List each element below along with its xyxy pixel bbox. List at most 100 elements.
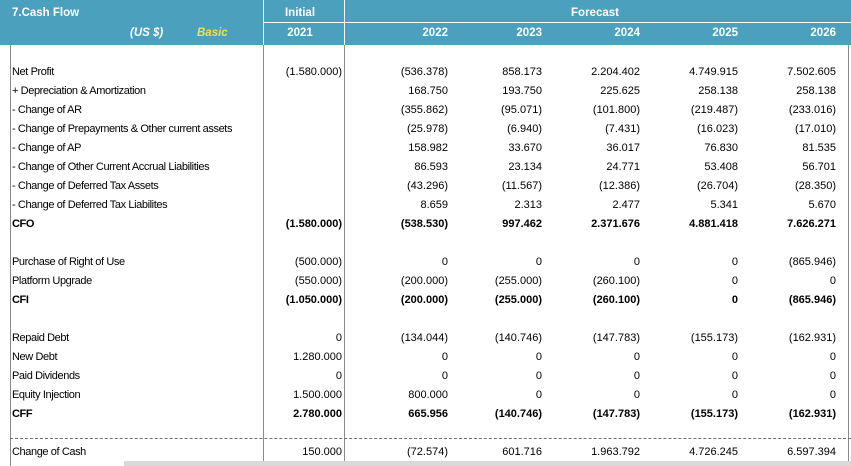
table-cell[interactable]: 0 — [731, 294, 738, 306]
table-cell[interactable]: 0 — [535, 256, 542, 268]
table-cell[interactable]: (7.431) — [605, 123, 640, 135]
table-cell[interactable]: 193.750 — [502, 85, 542, 97]
table-cell[interactable]: (25.978) — [407, 123, 448, 135]
table-cell[interactable]: 7.502.605 — [787, 66, 836, 78]
table-cell[interactable]: 665.956 — [408, 408, 448, 420]
table-cell[interactable]: 858.173 — [502, 66, 542, 78]
table-cell[interactable]: (200.000) — [400, 294, 448, 306]
table-cell[interactable]: (355.862) — [400, 104, 448, 116]
table-cell[interactable]: 0 — [731, 389, 738, 401]
table-cell[interactable]: 0 — [633, 389, 640, 401]
table-cell[interactable]: (255.000) — [494, 294, 542, 306]
table-cell[interactable]: (16.023) — [697, 123, 738, 135]
table-cell[interactable]: 8.659 — [420, 199, 448, 211]
table-cell[interactable]: 0 — [335, 332, 342, 344]
table-cell[interactable]: 4.726.245 — [689, 446, 738, 458]
table-cell[interactable]: 5.670 — [808, 199, 836, 211]
table-cell[interactable]: 0 — [335, 370, 342, 382]
table-cell[interactable]: 997.462 — [502, 218, 542, 230]
table-cell[interactable]: (26.704) — [697, 180, 738, 192]
table-cell[interactable]: 0 — [731, 275, 738, 287]
table-cell[interactable]: 2.204.402 — [591, 66, 640, 78]
table-cell[interactable]: (260.100) — [592, 294, 640, 306]
table-cell[interactable]: 0 — [441, 370, 448, 382]
table-cell[interactable]: (219.487) — [690, 104, 738, 116]
table-cell[interactable]: 5.341 — [710, 199, 738, 211]
table-cell[interactable]: (72.574) — [407, 446, 448, 458]
table-cell[interactable]: 225.625 — [600, 85, 640, 97]
table-cell[interactable]: 2.477 — [612, 199, 640, 211]
table-cell[interactable]: 81.535 — [802, 142, 836, 154]
table-cell[interactable]: (538.530) — [400, 218, 448, 230]
table-cell[interactable]: 0 — [633, 256, 640, 268]
table-cell[interactable]: 0 — [441, 351, 448, 363]
table-cell[interactable]: 0 — [829, 275, 836, 287]
table-cell[interactable]: 0 — [535, 370, 542, 382]
table-cell[interactable]: (162.931) — [788, 332, 836, 344]
table-cell[interactable]: 0 — [441, 256, 448, 268]
table-cell[interactable]: 0 — [829, 351, 836, 363]
table-cell[interactable]: 2.313 — [514, 199, 542, 211]
table-cell[interactable]: (155.173) — [690, 408, 738, 420]
table-cell[interactable]: 33.670 — [508, 142, 542, 154]
table-cell[interactable]: 0 — [829, 389, 836, 401]
table-cell[interactable]: 4.749.915 — [689, 66, 738, 78]
table-cell[interactable]: 0 — [731, 370, 738, 382]
table-cell[interactable]: (500.000) — [294, 256, 342, 268]
table-cell[interactable]: 2.780.000 — [293, 408, 342, 420]
table-cell[interactable]: 86.593 — [414, 161, 448, 173]
table-cell[interactable]: 76.830 — [704, 142, 738, 154]
table-cell[interactable]: 36.017 — [606, 142, 640, 154]
table-cell[interactable]: (140.746) — [494, 408, 542, 420]
table-cell[interactable]: (147.783) — [592, 332, 640, 344]
table-cell[interactable]: 2.371.676 — [591, 218, 640, 230]
table-cell[interactable]: (140.746) — [494, 332, 542, 344]
table-cell[interactable]: (134.044) — [400, 332, 448, 344]
table-cell[interactable]: (11.567) — [501, 180, 542, 192]
table-cell[interactable]: (550.000) — [294, 275, 342, 287]
table-cell[interactable]: 0 — [731, 351, 738, 363]
table-cell[interactable]: 0 — [731, 256, 738, 268]
table-cell[interactable]: (200.000) — [400, 275, 448, 287]
table-cell[interactable]: 0 — [535, 389, 542, 401]
table-cell[interactable]: 1.500.000 — [293, 389, 342, 401]
table-cell[interactable]: 0 — [633, 370, 640, 382]
table-cell[interactable]: 800.000 — [408, 389, 448, 401]
table-cell[interactable]: 0 — [633, 351, 640, 363]
table-cell[interactable]: (43.296) — [407, 180, 448, 192]
table-cell[interactable]: 258.138 — [698, 85, 738, 97]
table-cell[interactable]: 150.000 — [302, 446, 342, 458]
table-cell[interactable]: (17.010) — [795, 123, 836, 135]
table-cell[interactable]: 168.750 — [408, 85, 448, 97]
table-cell[interactable]: 56.701 — [802, 161, 836, 173]
table-cell[interactable]: 53.408 — [704, 161, 738, 173]
table-cell[interactable]: 1.280.000 — [293, 351, 342, 363]
table-cell[interactable]: (12.386) — [599, 180, 640, 192]
table-cell[interactable]: (28.350) — [795, 180, 836, 192]
table-cell[interactable]: (6.940) — [507, 123, 542, 135]
table-cell[interactable]: 158.982 — [408, 142, 448, 154]
horizontal-scrollbar[interactable] — [124, 461, 851, 466]
table-cell[interactable]: (536.378) — [400, 66, 448, 78]
table-cell[interactable]: (260.100) — [592, 275, 640, 287]
table-cell[interactable]: 1.963.792 — [591, 446, 640, 458]
table-cell[interactable]: 23.134 — [508, 161, 542, 173]
table-cell[interactable]: (101.800) — [592, 104, 640, 116]
table-cell[interactable]: (255.000) — [494, 275, 542, 287]
table-cell[interactable]: 4.881.418 — [689, 218, 738, 230]
table-cell[interactable]: 7.626.271 — [787, 218, 836, 230]
table-cell[interactable]: (233.016) — [788, 104, 836, 116]
table-cell[interactable]: (162.931) — [788, 408, 836, 420]
table-cell[interactable]: (1.580.000) — [285, 218, 342, 230]
table-cell[interactable]: 258.138 — [796, 85, 836, 97]
table-cell[interactable]: 0 — [829, 370, 836, 382]
table-cell[interactable]: (95.071) — [501, 104, 542, 116]
table-cell[interactable]: (865.946) — [788, 256, 836, 268]
table-cell[interactable]: 24.771 — [606, 161, 640, 173]
table-cell[interactable]: (147.783) — [592, 408, 640, 420]
table-cell[interactable]: (1.050.000) — [285, 294, 342, 306]
table-cell[interactable]: (865.946) — [788, 294, 836, 306]
table-cell[interactable]: 6.597.394 — [787, 446, 836, 458]
table-cell[interactable]: (155.173) — [690, 332, 738, 344]
table-cell[interactable]: 601.716 — [502, 446, 542, 458]
